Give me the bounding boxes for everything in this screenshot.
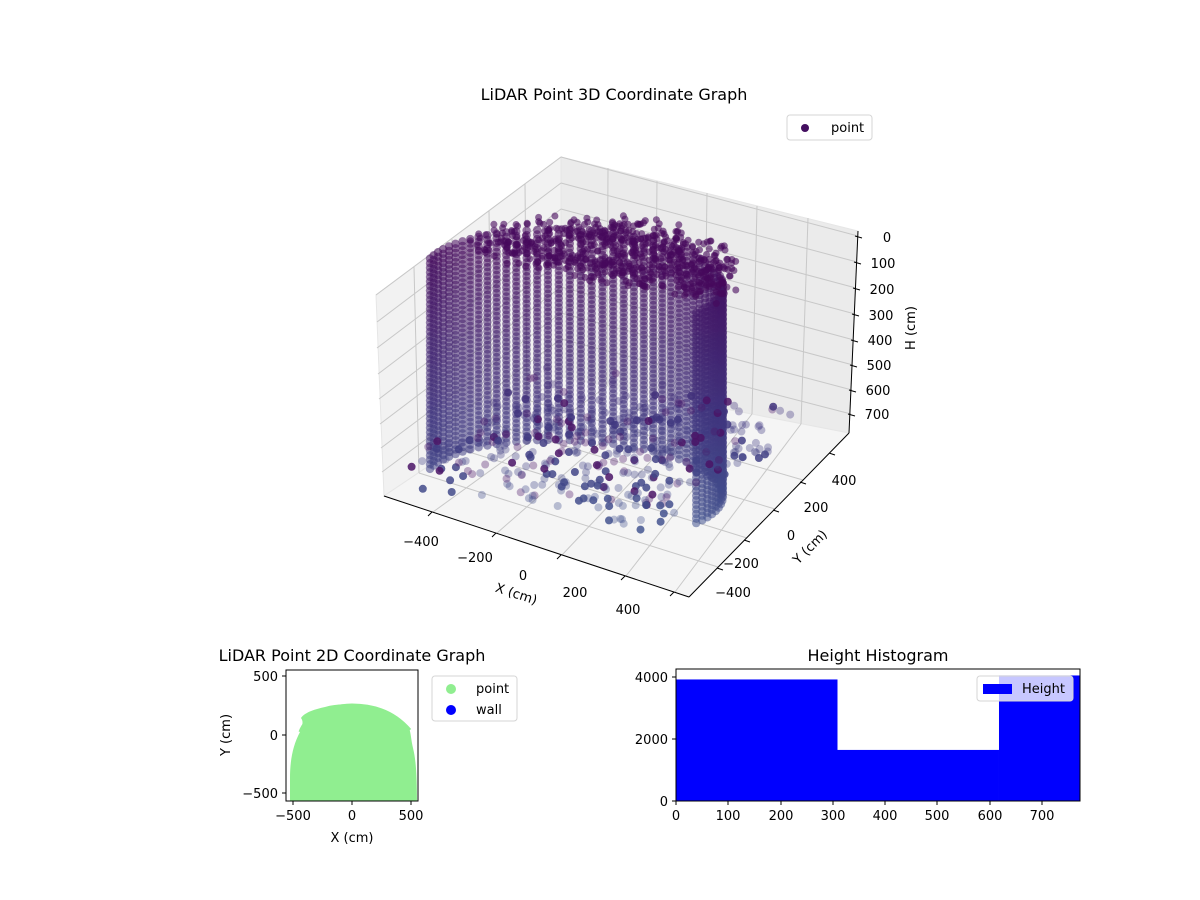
- svg-text:500: 500: [867, 359, 892, 374]
- svg-text:200: 200: [870, 283, 895, 298]
- svg-text:500: 500: [925, 809, 950, 824]
- svg-text:400: 400: [832, 474, 857, 489]
- svg-text:500: 500: [253, 670, 278, 685]
- legend-3d: point: [786, 114, 873, 141]
- svg-text:wall: wall: [476, 703, 502, 718]
- svg-text:300: 300: [869, 309, 894, 324]
- svg-text:400: 400: [873, 809, 898, 824]
- svg-text:0: 0: [348, 809, 356, 824]
- 3d-axes: [383, 230, 863, 598]
- legend-point-marker: [446, 684, 456, 694]
- svg-text:0: 0: [787, 529, 795, 544]
- svg-text:0: 0: [660, 795, 668, 810]
- svg-text:400: 400: [868, 334, 893, 349]
- hist-ticks: [672, 676, 1043, 805]
- svg-text:700: 700: [1030, 809, 1055, 824]
- svg-text:400: 400: [616, 603, 641, 618]
- plot-3d-title: LiDAR Point 3D Coordinate Graph: [481, 85, 748, 104]
- svg-text:0: 0: [883, 231, 891, 246]
- svg-text:200: 200: [563, 586, 588, 601]
- plot-2d: LiDAR Point 2D Coordinate Graph 500 0 −5…: [219, 646, 518, 846]
- svg-text:−500: −500: [242, 787, 278, 802]
- legend-2d: point wall: [431, 675, 518, 722]
- svg-text:−400: −400: [403, 535, 439, 550]
- svg-text:Height: Height: [1022, 682, 1065, 697]
- svg-text:0: 0: [270, 729, 278, 744]
- svg-text:−200: −200: [457, 551, 493, 566]
- y-axis-line: [688, 432, 850, 598]
- svg-text:4000: 4000: [635, 671, 668, 686]
- svg-text:200: 200: [804, 501, 829, 516]
- plot-histogram: Height Histogram 4000 2000 0 0 100 200 3…: [635, 646, 1081, 824]
- histogram-frame: [675, 668, 1081, 802]
- 3d-point-cloud: [407, 212, 795, 534]
- svg-text:0: 0: [672, 809, 680, 824]
- svg-text:−400: −400: [715, 586, 751, 601]
- x-axis-line: [383, 495, 690, 598]
- legend-point-marker: [801, 124, 809, 132]
- z-tick-labels: 0 100 200 300 400 500 600 700: [865, 231, 896, 423]
- svg-text:100: 100: [716, 809, 741, 824]
- svg-text:200: 200: [769, 809, 794, 824]
- 2d-point-region: [290, 703, 417, 801]
- 2d-ticks: [282, 675, 412, 805]
- legend-point-label: point: [831, 121, 864, 136]
- x-axis-label-2d: X (cm): [331, 831, 374, 846]
- histogram-bar: [676, 679, 838, 801]
- y-axis-label-3d: Y (cm): [790, 527, 831, 568]
- svg-text:600: 600: [866, 384, 891, 399]
- svg-text:500: 500: [399, 809, 424, 824]
- z-axis-line: [848, 230, 859, 434]
- legend-height-swatch: [983, 684, 1012, 694]
- plot-3d: LiDAR Point 3D Coordinate Graph: [375, 85, 919, 618]
- plot-2d-title: LiDAR Point 2D Coordinate Graph: [219, 646, 486, 665]
- svg-text:100: 100: [871, 257, 896, 272]
- svg-text:0: 0: [519, 569, 527, 584]
- svg-text:600: 600: [978, 809, 1003, 824]
- x-tick-labels-3d: −400 −200 0 200 400: [403, 535, 640, 618]
- svg-text:700: 700: [865, 408, 890, 423]
- z-axis-label: H (cm): [904, 306, 919, 350]
- histogram-title: Height Histogram: [808, 646, 949, 665]
- svg-text:−200: −200: [723, 557, 759, 572]
- svg-text:2000: 2000: [635, 733, 668, 748]
- svg-text:300: 300: [821, 809, 846, 824]
- legend-wall-marker: [446, 705, 456, 715]
- legend-histogram: Height: [976, 675, 1074, 702]
- svg-text:−500: −500: [275, 809, 311, 824]
- x-axis-label-3d: X (cm): [493, 581, 539, 609]
- y-axis-label-2d: Y (cm): [219, 714, 234, 757]
- histogram-bar: [837, 749, 999, 801]
- svg-text:point: point: [476, 682, 509, 697]
- y-tick-labels-3d: 400 200 0 −200 −400: [715, 474, 856, 601]
